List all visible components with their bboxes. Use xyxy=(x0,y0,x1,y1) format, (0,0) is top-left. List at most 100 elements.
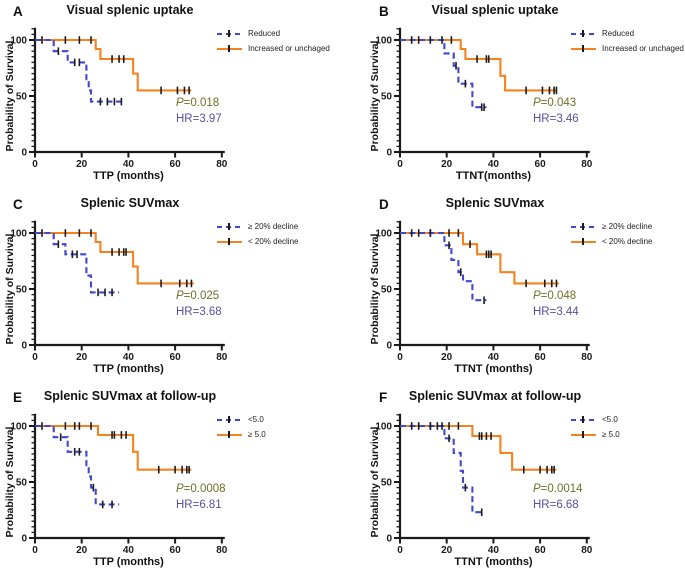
survival-curve xyxy=(35,231,120,294)
svg-text:40: 40 xyxy=(123,352,135,363)
p-value: P=0.0014 xyxy=(533,483,583,495)
survival-curve xyxy=(35,424,120,506)
svg-text:0: 0 xyxy=(397,159,403,170)
solid-line-icon xyxy=(217,45,242,52)
svg-text:100: 100 xyxy=(375,36,392,47)
survival-curve xyxy=(400,38,487,109)
panel-a: A Visual splenic uptake 0 50 100 0 20 40 60 80 … xyxy=(0,0,342,193)
legend-label: Increased or unchaged xyxy=(248,44,330,53)
legend-label: Increased or unchaged xyxy=(602,44,684,53)
panel-letter: B xyxy=(379,4,389,19)
svg-text:20: 20 xyxy=(76,352,88,363)
svg-text:40: 40 xyxy=(488,352,500,363)
legend-item: ≥ 5.0 xyxy=(217,427,266,442)
svg-text:0: 0 xyxy=(21,148,27,159)
svg-text:50: 50 xyxy=(381,478,393,489)
dashed-line-icon xyxy=(571,223,596,230)
svg-text:40: 40 xyxy=(123,545,135,556)
panel-title: Visual splenic uptake xyxy=(431,3,559,17)
svg-text:20: 20 xyxy=(76,159,88,170)
p-value: P=0.0008 xyxy=(176,483,226,495)
km-plot: 0 50 100 0 20 40 60 80 xyxy=(375,413,593,556)
panel-f: F Splenic SUVmax at follow-up 0 50 100 0 20 4… xyxy=(343,386,685,579)
x-axis-label: TTP (months) xyxy=(93,363,164,375)
survival-curve xyxy=(400,424,485,514)
x-axis-label: TTNT (months) xyxy=(454,363,533,375)
panel-letter: D xyxy=(379,197,389,212)
x-axis-label: TTP (months) xyxy=(93,556,164,568)
panel-letter: F xyxy=(379,390,388,405)
svg-text:50: 50 xyxy=(16,478,28,489)
svg-text:0: 0 xyxy=(386,148,392,159)
dashed-line-icon xyxy=(217,30,242,37)
dashed-line-icon xyxy=(571,30,596,37)
dashed-line-icon xyxy=(571,416,596,423)
svg-text:0: 0 xyxy=(32,352,38,363)
svg-text:80: 80 xyxy=(216,545,228,556)
survival-curve xyxy=(400,231,559,285)
svg-text:50: 50 xyxy=(381,92,393,103)
svg-text:0: 0 xyxy=(386,341,392,352)
legend-label: <5.0 xyxy=(602,415,618,424)
svg-text:40: 40 xyxy=(488,159,500,170)
svg-text:60: 60 xyxy=(535,159,547,170)
legend-label: ≥ 5.0 xyxy=(602,430,620,439)
svg-text:80: 80 xyxy=(581,159,593,170)
solid-line-icon xyxy=(217,238,242,245)
svg-text:0: 0 xyxy=(397,352,403,363)
svg-text:20: 20 xyxy=(441,159,453,170)
legend: Reduced Increased or unchaged xyxy=(571,26,684,56)
svg-text:40: 40 xyxy=(123,159,135,170)
survival-curve xyxy=(35,38,192,92)
p-value: P=0.025 xyxy=(176,290,220,302)
panel-b: B Visual splenic uptake 0 50 100 0 20 40 60 80 … xyxy=(343,0,685,193)
legend-item: Reduced xyxy=(217,26,330,41)
legend: ≥ 20% decline < 20% decline xyxy=(217,219,298,249)
svg-text:0: 0 xyxy=(386,534,392,545)
svg-text:60: 60 xyxy=(535,545,547,556)
stats-annotation: P=0.048 HR=3.44 xyxy=(533,288,579,320)
survival-curve xyxy=(35,38,124,103)
dashed-line-icon xyxy=(217,416,242,423)
svg-text:20: 20 xyxy=(76,545,88,556)
solid-line-icon xyxy=(571,431,596,438)
legend-item: Reduced xyxy=(571,26,684,41)
panel-title: Splenic SUVmax xyxy=(80,196,180,210)
panel-d: D Splenic SUVmax 0 50 100 0 20 40 60 80 Probabi… xyxy=(343,193,685,386)
svg-text:80: 80 xyxy=(581,545,593,556)
p-value: P=0.018 xyxy=(176,97,220,109)
stats-annotation: P=0.0014 HR=6.68 xyxy=(533,481,583,513)
hazard-ratio: HR=3.68 xyxy=(176,306,222,319)
svg-text:80: 80 xyxy=(581,352,593,363)
panel-c: C Splenic SUVmax 0 50 100 0 20 40 60 80 Probabi… xyxy=(0,193,342,386)
hazard-ratio: HR=6.81 xyxy=(176,499,222,512)
solid-line-icon xyxy=(571,45,596,52)
x-axis-label: TTNT(months) xyxy=(455,170,532,182)
legend-item: Increased or unchaged xyxy=(571,41,684,56)
dashed-line-icon xyxy=(217,223,242,230)
legend-item: Increased or unchaged xyxy=(217,41,330,56)
y-axis-label: Probability of Survival xyxy=(4,233,16,345)
panel-title: Splenic SUVmax xyxy=(445,196,545,210)
svg-text:20: 20 xyxy=(441,352,453,363)
svg-text:0: 0 xyxy=(32,545,38,556)
legend-label: ≥ 5.0 xyxy=(248,430,266,439)
hazard-ratio: HR=6.68 xyxy=(533,499,579,512)
panel-letter: C xyxy=(13,197,23,212)
y-axis-label: Probability of Survival xyxy=(4,40,16,152)
legend-item: ≥ 20% decline xyxy=(571,219,652,234)
legend-item: ≥ 5.0 xyxy=(571,427,620,442)
panel-letter: E xyxy=(13,390,23,405)
panel-title: Visual splenic uptake xyxy=(66,3,194,17)
hazard-ratio: HR=3.46 xyxy=(533,113,579,126)
y-axis-label: Probability of Survival xyxy=(4,426,16,538)
svg-text:100: 100 xyxy=(10,229,27,240)
svg-text:60: 60 xyxy=(535,352,547,363)
km-plot: 0 50 100 0 20 40 60 80 xyxy=(375,27,593,170)
x-axis-label: TTP (months) xyxy=(93,170,164,182)
legend-item: <5.0 xyxy=(217,412,266,427)
svg-text:100: 100 xyxy=(375,229,392,240)
legend-item: <5.0 xyxy=(571,412,620,427)
stats-annotation: P=0.043 HR=3.46 xyxy=(533,95,579,127)
